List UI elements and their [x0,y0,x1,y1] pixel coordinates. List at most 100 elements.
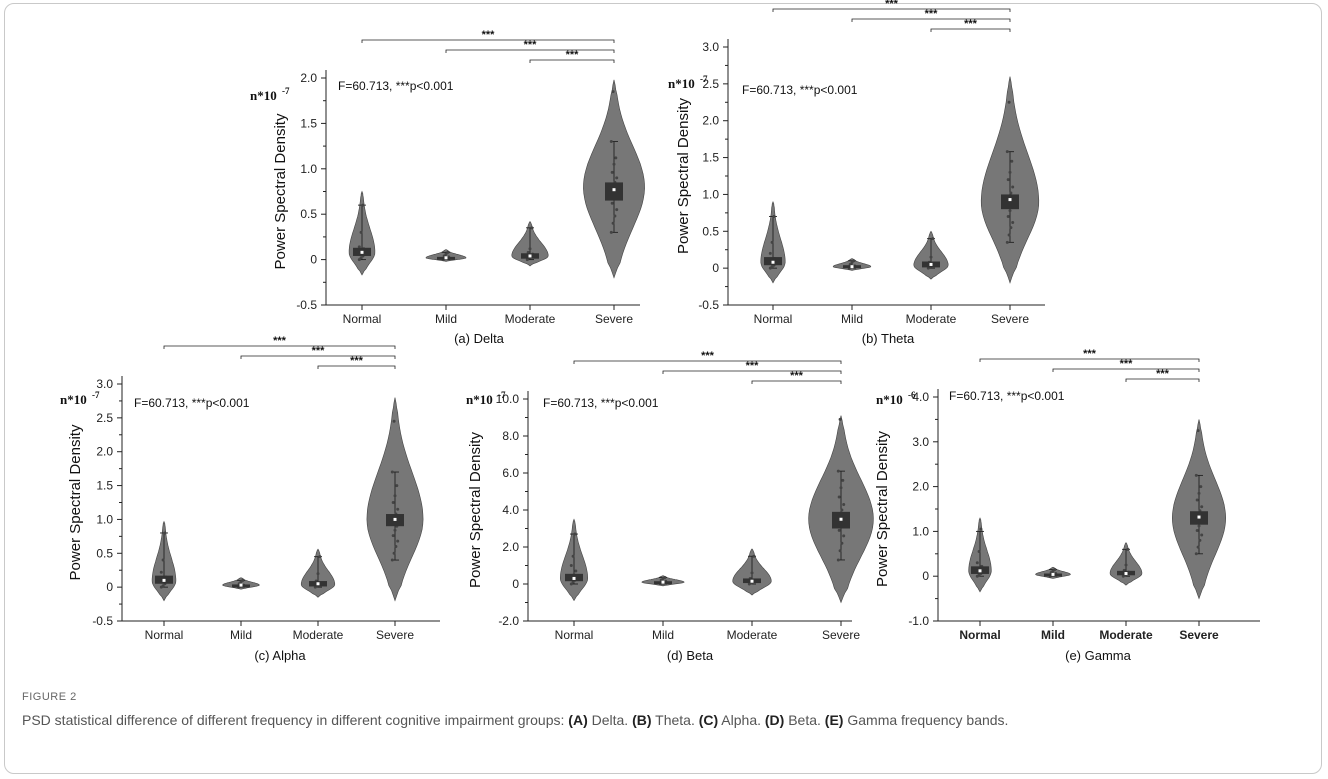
data-point [1011,220,1015,224]
figure-caption: FIGURE 2 PSD statistical difference of d… [22,691,1312,731]
y-multiplier-exponent: -7 [282,86,290,96]
chart-panel-3: -0.5 0 0.5 1.0 1.5 2.0 2.5 3.0 Normal Mild Moderat… [60,335,440,663]
significance-label: *** [566,49,580,61]
data-point [752,554,756,558]
data-point [161,558,165,562]
y-tick-label: 0.5 [702,224,719,238]
y-tick-label: 2.5 [702,77,719,91]
significance-label: *** [273,335,287,347]
data-point [615,176,619,180]
significance-bracket [529,59,615,63]
median-marker [771,260,775,264]
significance-bracket [317,365,396,369]
median-marker [929,262,933,266]
data-point [1126,547,1130,551]
data-point [842,534,846,538]
median-marker [978,569,982,573]
significance-label: *** [312,345,326,357]
y-tick-label: 6.0 [502,466,519,480]
data-point [571,580,575,584]
chart-panel-4: -2.0 0 2.0 4.0 6.0 8.0 10.0 Normal Mild Moderate S… [466,350,874,663]
significance-bracket [751,380,842,384]
data-point [611,221,615,225]
y-axis-label: Power Spectral Density [874,431,891,587]
data-point [530,226,534,230]
data-point [1005,240,1009,244]
y-tick-label: 1.0 [702,187,719,201]
y-tick-label: 3.0 [702,40,719,54]
y-tick-label: -0.5 [92,614,113,628]
y-multiplier-exponent: -6 [908,390,916,400]
figure-frame [4,3,1322,774]
caption-segment: PSD statistical difference of different … [22,712,569,728]
significance-bracket [573,360,842,364]
data-point [526,250,530,254]
panel-label: (e) Gamma [1065,648,1132,663]
median-marker [162,578,166,582]
median-marker [1197,515,1201,519]
data-point [528,247,532,251]
data-point [1006,215,1010,219]
y-tick-label: 3.0 [912,435,929,449]
data-point [569,582,573,586]
y-tick-label: -1.0 [908,614,929,628]
x-tick-label: Normal [555,628,594,642]
y-tick-label: 4.0 [912,390,929,404]
data-point [316,572,320,576]
data-point [611,90,615,94]
x-tick-label: Mild [841,312,863,326]
data-point [837,495,841,499]
data-point [571,554,575,558]
data-point [842,502,846,506]
y-tick-label: 0 [106,580,113,594]
y-axis-label: Power Spectral Density [67,424,84,580]
data-point [569,564,573,567]
data-point [977,550,981,554]
iqr-box [605,182,623,201]
data-point [1198,538,1202,542]
data-point [1195,498,1199,502]
data-point [1053,567,1057,571]
significance-label: *** [1083,348,1097,360]
data-point [610,170,614,174]
data-point [612,162,616,166]
stat-annotation: F=60.713, ***p<0.001 [949,389,1065,403]
data-point [1195,529,1199,533]
data-point [395,484,399,488]
data-point [609,230,613,234]
data-point [837,528,841,532]
y-multiplier: n*10 [466,392,493,407]
y-tick-label: 1.0 [300,162,317,176]
significance-label: *** [482,29,496,41]
data-point [391,534,395,538]
data-point [770,240,774,244]
caption-segment: (A) [568,712,588,728]
median-marker [444,256,448,260]
y-tick-label: 1.5 [96,479,113,493]
stat-annotation: F=60.713, ***p<0.001 [742,83,858,97]
y-tick-label: 2.0 [702,114,719,128]
panel-label: (a) Delta [454,331,505,346]
y-multiplier: n*10 [876,392,903,407]
data-point [396,507,400,511]
data-point [357,245,361,249]
data-point [1197,524,1201,528]
caption-segment: Delta. [587,712,633,728]
x-tick-label: Normal [343,312,382,326]
median-marker [360,250,364,254]
data-point [394,545,398,549]
data-point [1006,178,1010,182]
significance-label: *** [746,360,760,372]
significance-bracket [1052,368,1200,372]
figure-label: FIGURE 2 [22,691,77,703]
data-point [768,251,772,255]
y-tick-label: 2.0 [502,540,519,554]
data-point [1124,563,1128,567]
data-point [390,558,394,562]
data-point [836,469,840,473]
data-point [613,214,617,218]
data-point [1200,505,1204,509]
y-axis-label: Power Spectral Density [675,98,692,254]
data-point [1008,170,1012,174]
x-tick-label: Moderate [727,628,778,642]
